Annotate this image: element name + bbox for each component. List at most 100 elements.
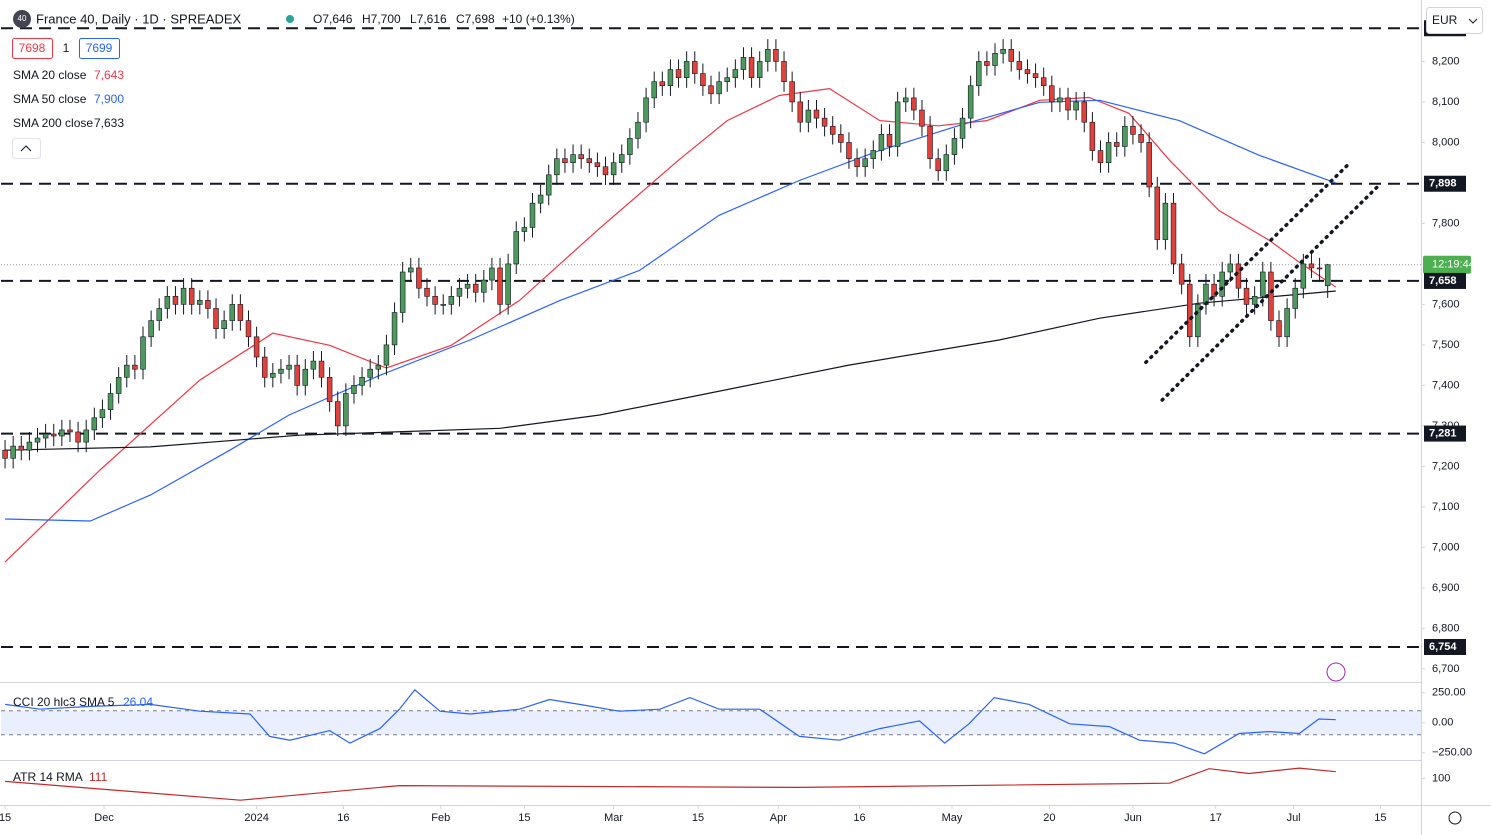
- candle-body: [716, 81, 722, 95]
- candle-body: [497, 267, 503, 305]
- alert-icon[interactable]: [1326, 662, 1346, 682]
- candle-body: [124, 364, 130, 378]
- candle-body: [513, 231, 519, 265]
- y-tick-label: 7,400: [1432, 379, 1460, 391]
- candle-body: [367, 368, 373, 378]
- candle-body: [1316, 267, 1323, 270]
- legend-value: 7,900: [94, 92, 124, 106]
- candle-body: [318, 360, 325, 378]
- candle-body: [813, 109, 820, 119]
- countdown: 12:19:44: [1432, 259, 1475, 271]
- candle-body: [148, 320, 154, 338]
- candle-body: [610, 162, 617, 176]
- symbol-icon: [13, 10, 31, 28]
- candle-body: [253, 336, 260, 358]
- candle-body: [1130, 125, 1136, 135]
- symbol-title: France 40, Daily · 1D · SPREADEX: [36, 11, 242, 26]
- candle-body: [740, 57, 747, 70]
- candle-body: [943, 154, 950, 172]
- y-tick-label: 8,200: [1432, 55, 1460, 67]
- candle-body: [115, 376, 122, 394]
- pane-value: 111: [89, 770, 108, 784]
- candle-body: [83, 429, 89, 443]
- candle-body: [1000, 48, 1006, 54]
- candle-body: [99, 409, 106, 419]
- indicator-line: [5, 767, 1336, 801]
- x-tick-label: 20: [1043, 812, 1055, 824]
- candle-body: [789, 81, 795, 103]
- candle-body: [846, 142, 852, 159]
- currency-button[interactable]: [1426, 7, 1483, 34]
- candle-body: [424, 287, 430, 297]
- candle-body: [34, 437, 41, 443]
- candle-body: [976, 61, 982, 87]
- candle-body: [911, 97, 917, 111]
- candle-body: [1138, 134, 1144, 143]
- candle-body: [878, 134, 885, 151]
- candle-body: [75, 431, 81, 443]
- status-dot: [286, 15, 294, 23]
- candle-body: [959, 117, 966, 139]
- y-tick-label: 100: [1432, 772, 1450, 784]
- candle-body: [1219, 271, 1225, 297]
- candle-body: [1024, 69, 1031, 74]
- level-label: 7,281: [1429, 427, 1457, 439]
- ask-button[interactable]: [79, 38, 120, 59]
- candle-body: [586, 158, 593, 163]
- candle-body: [464, 283, 471, 289]
- candle-body: [545, 174, 552, 196]
- pane-value: 26.04: [123, 695, 153, 709]
- candle-body: [708, 85, 714, 95]
- sma-line: [5, 290, 1336, 451]
- candle-body: [651, 81, 657, 99]
- candle-body: [432, 296, 438, 305]
- x-tick-label: 2024: [244, 812, 268, 824]
- ohlc-low: L7,616: [410, 12, 447, 26]
- candle-body: [1154, 186, 1161, 240]
- candle-body: [205, 300, 211, 309]
- candle-body: [1081, 101, 1087, 123]
- candle-body: [132, 364, 138, 370]
- sma-line: [5, 99, 1337, 522]
- candle-body: [213, 308, 219, 330]
- candle-body: [1146, 142, 1152, 188]
- sma-line: [4, 87, 1337, 563]
- dropdown-icon: [1468, 18, 1478, 24]
- candle-body: [765, 48, 771, 62]
- candle-body: [862, 158, 868, 168]
- candle-body: [1122, 125, 1128, 147]
- candle-body: [448, 296, 455, 305]
- candle-body: [286, 364, 292, 370]
- collapse-icon: [20, 145, 32, 152]
- candle-body: [278, 368, 284, 374]
- candle-body: [505, 263, 511, 305]
- candle-body: [237, 304, 244, 321]
- x-tick-label: Apr: [770, 812, 787, 824]
- candle-body: [951, 138, 958, 155]
- bid-button[interactable]: [12, 38, 53, 59]
- collapse-button[interactable]: [12, 138, 41, 159]
- candle-body: [310, 360, 317, 370]
- y-tick-label: 0.00: [1432, 717, 1453, 729]
- candle-body: [408, 267, 414, 273]
- x-tick-label: 17: [1210, 812, 1222, 824]
- candle-body: [1235, 263, 1242, 289]
- candle-body: [627, 138, 633, 155]
- candle-body: [302, 368, 309, 386]
- legend: 40 France 40, Daily · 1D · SPREADEX O7,6…: [12, 10, 575, 784]
- candle-body: [172, 296, 179, 305]
- candle-body: [91, 417, 98, 431]
- candle-body: [838, 134, 844, 143]
- x-tick-label: 16: [337, 812, 349, 824]
- x-tick-label: Jun: [1124, 812, 1142, 824]
- candle-body: [2, 449, 8, 459]
- candle-body: [1276, 320, 1282, 338]
- y-tick-label: 7,000: [1432, 541, 1460, 553]
- settings-icon[interactable]: [1448, 811, 1462, 825]
- candle-body: [805, 109, 812, 123]
- candle-body: [1300, 263, 1307, 289]
- level-label-box: [1424, 425, 1466, 442]
- candle-body: [821, 117, 828, 127]
- y-tick-label: 7,100: [1432, 501, 1460, 513]
- y-tick-label: 7,800: [1432, 217, 1460, 229]
